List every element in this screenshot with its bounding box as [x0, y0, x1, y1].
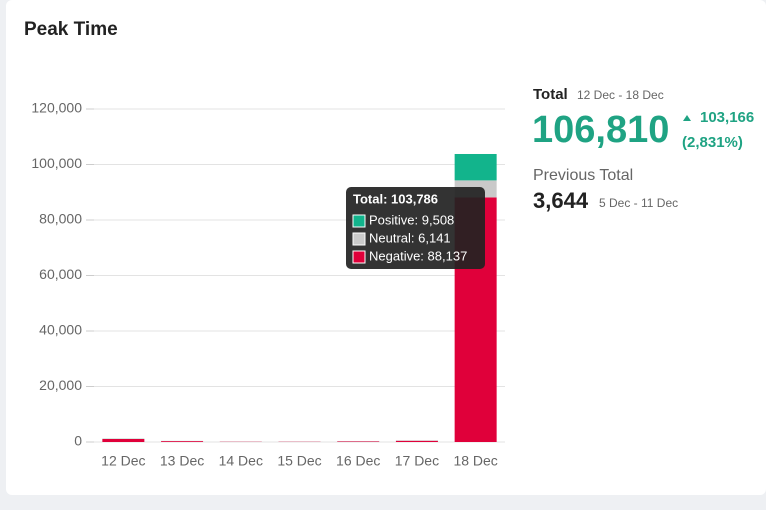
y-tick-label: 120,000	[31, 100, 82, 116]
y-tick-label: 20,000	[39, 377, 82, 393]
tooltip-item: Negative: 88,137	[369, 248, 467, 263]
total: 106,810	[532, 109, 669, 151]
x-tick-label: 13 Dec	[160, 453, 204, 469]
change: 103,166	[700, 109, 754, 126]
bar-segment	[161, 441, 204, 442]
tooltip-box	[346, 187, 485, 269]
previous-label: Previous Total	[533, 167, 633, 184]
x-tick-label: 12 Dec	[101, 453, 145, 469]
tooltip-swatch	[352, 250, 366, 264]
y-tick-label: 40,000	[39, 322, 82, 338]
tooltip-swatch	[352, 214, 366, 228]
y-tick-label: 0	[74, 433, 82, 449]
x-tick-label: 14 Dec	[219, 453, 263, 469]
bar-segment	[395, 440, 438, 442]
bar-segment	[454, 153, 497, 181]
previous-total: 3,644	[533, 188, 589, 213]
x-tick-label: 16 Dec	[336, 453, 380, 469]
y-tick-label: 80,000	[39, 211, 82, 227]
y-tick-label: 60,000	[39, 266, 82, 282]
x-tick-label: 15 Dec	[277, 453, 321, 469]
tooltip-title: Total: 103,786	[353, 191, 438, 206]
tooltip-item: Positive: 9,508	[369, 212, 454, 227]
widget-title: Peak Time	[24, 19, 118, 40]
previous-period: 5 Dec - 11 Dec	[599, 196, 678, 210]
period: 12 Dec - 18 Dec	[577, 88, 664, 102]
bar-segment	[102, 438, 145, 442]
bar-segment	[337, 441, 380, 442]
total-label: Total	[533, 86, 568, 103]
x-tick-label: 18 Dec	[453, 453, 497, 469]
tooltip: Total: 103,786 Positive: 9,508 Neutral: 6…	[346, 187, 485, 269]
up-arrow	[683, 115, 691, 121]
y-tick-label: 100,000	[31, 155, 82, 171]
tooltip-item: Neutral: 6,141	[369, 230, 451, 245]
x-tick-label: 17 Dec	[395, 453, 439, 469]
change-percent: (2,831%)	[682, 134, 743, 151]
tooltip-swatch	[352, 232, 366, 246]
